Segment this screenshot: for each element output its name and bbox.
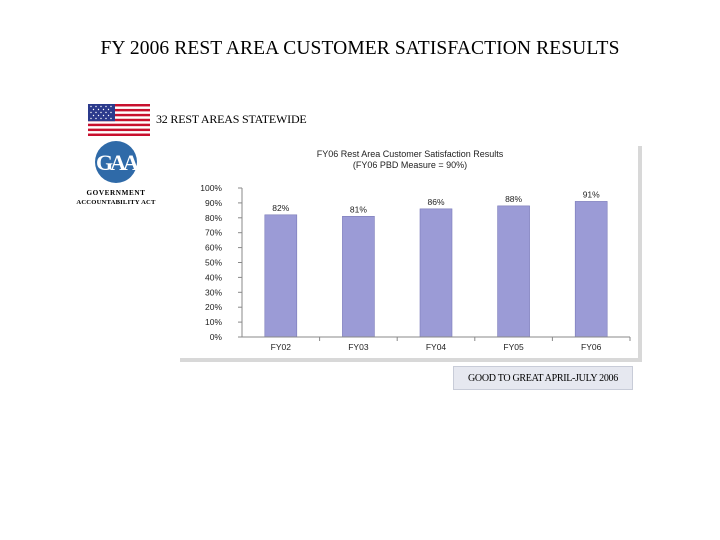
subtitle: 32 REST AREAS STATEWIDE (156, 112, 307, 126)
x-tick-label: FY03 (348, 342, 369, 352)
y-tick-label: 10% (205, 317, 222, 327)
data-label: 91% (583, 189, 600, 199)
chart-subtitle: (FY06 PBD Measure = 90%) (353, 160, 467, 170)
y-tick-label: 90% (205, 198, 222, 208)
y-tick-label: 80% (205, 213, 222, 223)
x-tick-label: FY05 (503, 342, 524, 352)
y-tick-label: 100% (200, 183, 222, 193)
chart-panel: FY06 Rest Area Customer Satisfaction Res… (180, 146, 642, 362)
y-tick-label: 70% (205, 228, 222, 238)
us-flag-icon (88, 104, 150, 136)
gaa-logo-icon: GAA GOVERNMENT ACCOUNTABILITY ACT (76, 141, 156, 206)
y-tick-label: 0% (210, 332, 223, 342)
page-title: FY 2006 REST AREA CUSTOMER SATISFACTION … (100, 38, 620, 59)
data-label: 81% (350, 204, 367, 214)
y-tick-label: 60% (205, 243, 222, 253)
data-label: 86% (427, 197, 444, 207)
y-tick-label: 30% (205, 287, 222, 297)
data-label: 82% (272, 203, 289, 213)
x-tick-label: FY06 (581, 342, 602, 352)
data-label: 88% (505, 194, 522, 204)
bar-fy02 (264, 214, 298, 338)
footer-label: GOOD TO GREAT APRIL-JULY 2006 (468, 372, 618, 384)
bar-fy06 (574, 201, 608, 338)
x-tick-label: FY04 (426, 342, 447, 352)
gaa-logo: GAA GOVERNMENT ACCOUNTABILITY ACT (64, 140, 172, 212)
bar-fy03 (342, 216, 375, 338)
bar-fy04 (419, 208, 453, 338)
y-tick-label: 40% (205, 272, 222, 282)
logo-line1: GOVERNMENT (86, 189, 145, 197)
logo-line2: ACCOUNTABILITY ACT (76, 199, 156, 206)
footer-label-box: GOOD TO GREAT APRIL-JULY 2006 (453, 366, 633, 390)
logo-emblem-letters: GAA (96, 150, 139, 175)
bar-fy05 (497, 205, 530, 338)
chart-title: FY06 Rest Area Customer Satisfaction Res… (317, 149, 504, 159)
x-tick-label: FY02 (271, 342, 292, 352)
y-tick-label: 20% (205, 302, 222, 312)
bar-chart: FY06 Rest Area Customer Satisfaction Res… (200, 149, 631, 352)
y-tick-label: 50% (205, 258, 222, 268)
